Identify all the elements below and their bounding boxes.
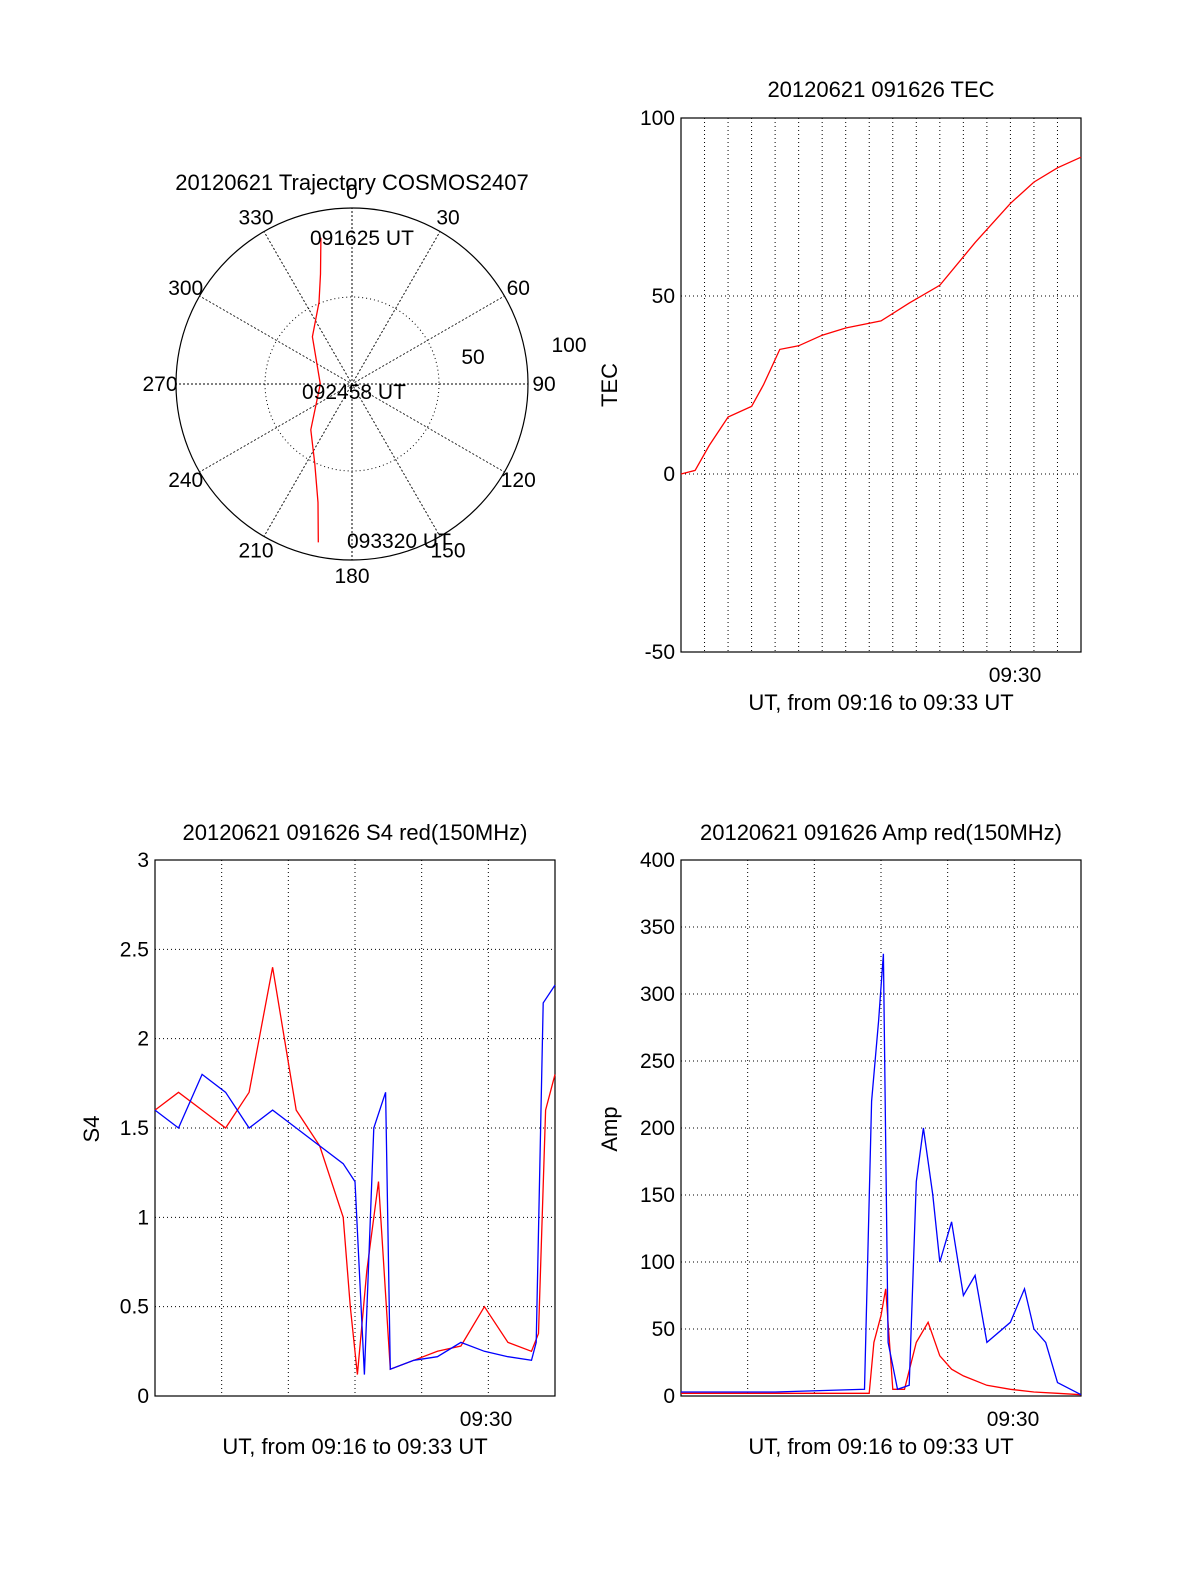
s4-series-1 [154, 967, 556, 1375]
amp-series-1 [681, 1288, 1082, 1396]
tec-y-tick-100: 100 [640, 107, 675, 130]
polar-angle-labels: 0 30 60 90 120 150 180 210 240 270 300 330 [142, 181, 555, 588]
polar-angle-label-240: 240 [168, 469, 203, 492]
amp-x-tick-label: 09:30 [987, 1408, 1040, 1431]
trajectory-line [310, 237, 322, 543]
polar-angle-label-330: 330 [238, 207, 273, 230]
s4-series-2 [154, 984, 556, 1375]
amp-x-axis-label: UT, from 09:16 to 09:33 UT [748, 1434, 1013, 1459]
s4-y-tick-1.5: 1.5 [120, 1117, 149, 1140]
polar-angle-label-60: 60 [507, 277, 530, 300]
tec-x-axis-label: UT, from 09:16 to 09:33 UT [748, 690, 1013, 715]
amp-y-axis-label: Amp [597, 1106, 622, 1151]
polar-angle-label-180: 180 [334, 565, 369, 588]
s4-series-group [154, 967, 556, 1375]
amp-y-tick-labels: 400 350 300 250 200 150 100 50 0 [640, 849, 675, 1408]
s4-y-axis-label: S4 [79, 1116, 104, 1143]
amp-y-tick-0: 0 [663, 1385, 675, 1408]
polar-title: 20120621 Trajectory COSMOS2407 [175, 170, 528, 195]
amp-plot-frame [680, 859, 1082, 1397]
polar-angle-label-30: 30 [436, 207, 459, 230]
s4-title: 20120621 091626 S4 red(150MHz) [183, 820, 528, 845]
tec-series-1 [680, 156, 1082, 475]
tec-title: 20120621 091626 TEC [767, 77, 994, 102]
tec-y-tick-50: 50 [652, 285, 675, 308]
polar-spokes [176, 208, 528, 560]
trajectory-start-label: 091625 UT [310, 227, 414, 250]
s4-y-tick-0.5: 0.5 [120, 1296, 149, 1319]
amp-y-tick-350: 350 [640, 916, 675, 939]
amp-title: 20120621 091626 Amp red(150MHz) [700, 820, 1062, 845]
tec-x-tick-label: 09:30 [989, 664, 1042, 687]
tec-chart: 20120621 091626 TEC 100 50 0 -50 09:30 UT, … [597, 77, 1082, 715]
s4-y-tick-2.5: 2.5 [120, 938, 149, 961]
tec-y-axis-label: TEC [597, 363, 622, 407]
s4-y-tick-3: 3 [137, 849, 149, 872]
tec-y-tick-labels: 100 50 0 -50 [640, 107, 675, 664]
polar-radius-label-100: 100 [551, 334, 586, 357]
amp-y-tick-50: 50 [652, 1318, 675, 1341]
s4-chart: 20120621 091626 S4 red(150MHz) 3 2.5 2 1.5 1… [79, 820, 556, 1459]
s4-y-tick-1: 1 [137, 1206, 149, 1229]
tec-plot-frame [680, 117, 1082, 653]
tec-grid [681, 118, 1081, 652]
s4-y-tick-0: 0 [137, 1385, 149, 1408]
amp-y-tick-200: 200 [640, 1117, 675, 1140]
tec-y-tick-0: 0 [663, 463, 675, 486]
polar-angle-label-90: 90 [532, 373, 555, 396]
s4-x-axis-label: UT, from 09:16 to 09:33 UT [222, 1434, 487, 1459]
trajectory-end-label: 093320 UT [347, 530, 451, 553]
s4-grid [155, 860, 555, 1396]
polar-angle-label-210: 210 [238, 539, 273, 562]
amp-y-tick-150: 150 [640, 1184, 675, 1207]
amp-y-tick-300: 300 [640, 983, 675, 1006]
polar-angle-label-270: 270 [142, 373, 177, 396]
amp-y-tick-100: 100 [640, 1251, 675, 1274]
s4-x-tick-label: 09:30 [460, 1408, 513, 1431]
s4-y-tick-labels: 3 2.5 2 1.5 1 0.5 0 [120, 849, 149, 1408]
polar-radius-label-50: 50 [461, 346, 484, 369]
trajectory-polar-chart: 20120621 Trajectory COSMOS2407 0 30 60 90 12… [142, 170, 586, 588]
amp-chart: 20120621 091626 Amp red(150MHz) 400 350 30… [597, 820, 1082, 1459]
amp-series-group [681, 953, 1082, 1396]
amp-y-tick-400: 400 [640, 849, 675, 872]
polar-spoke-330 [263, 231, 441, 537]
s4-y-tick-2: 2 [137, 1028, 149, 1051]
polar-angle-label-0: 0 [346, 181, 358, 204]
tec-y-tick--50: -50 [645, 641, 675, 664]
polar-angle-label-120: 120 [501, 469, 536, 492]
s4-plot-frame [154, 859, 556, 1397]
polar-angle-label-300: 300 [168, 277, 203, 300]
amp-y-tick-250: 250 [640, 1050, 675, 1073]
amp-series-2 [681, 953, 1082, 1396]
trajectory-mid-label: 092458 UT [302, 381, 406, 404]
tec-series-group [680, 156, 1082, 475]
polar-angle-label-150: 150 [430, 539, 465, 562]
